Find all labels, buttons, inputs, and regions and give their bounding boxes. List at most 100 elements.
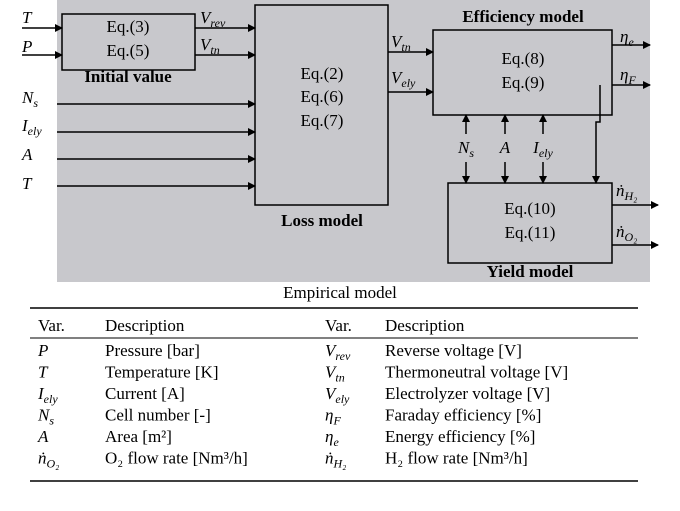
symbol-base: η	[620, 27, 628, 46]
symbol-base: ṅ	[38, 449, 47, 468]
symbol-base: I	[21, 116, 29, 135]
symbol-base: V	[325, 363, 338, 382]
symbol: P	[21, 37, 32, 56]
symbol-sub: tn	[401, 40, 410, 54]
equation: Eq.(11)	[505, 223, 556, 242]
symbol-base: P	[21, 37, 32, 56]
symbol-base: V	[391, 68, 404, 87]
symbol-sub: rev	[335, 349, 351, 363]
symbol-sub: H₂	[333, 457, 347, 471]
table-header: Description	[385, 316, 465, 335]
symbol: Vtn	[200, 35, 220, 57]
table-cell: Pressure [bar]	[105, 341, 200, 360]
block-title: Initial value	[84, 67, 172, 86]
symbol-sub: ely	[44, 392, 59, 406]
symbol-base: I	[532, 138, 540, 157]
symbol-sub: ely	[28, 124, 43, 138]
symbol-sub: e	[628, 35, 634, 49]
symbol: Vtn	[325, 363, 345, 385]
equation: Eq.(6)	[301, 87, 344, 106]
symbol: Vrev	[325, 341, 351, 363]
symbol-base: ṅ	[616, 181, 625, 200]
symbol: Vely	[325, 384, 350, 406]
symbol-sub: ely	[401, 76, 416, 90]
symbol-sub: O₂	[625, 230, 638, 244]
equation: Eq.(7)	[301, 111, 344, 130]
symbol-sub: H₂	[624, 189, 638, 203]
symbol: ηe	[325, 427, 339, 449]
symbol: ṅH₂	[616, 181, 637, 203]
symbol: Iely	[532, 138, 553, 160]
symbol-sub: s	[33, 96, 38, 110]
table-header: Description	[105, 316, 185, 335]
symbol-base: N	[457, 138, 471, 157]
symbol-base: T	[22, 174, 33, 193]
symbol-sub: s	[49, 414, 54, 428]
initial-box	[61, 13, 196, 71]
table-cell: Area [m²]	[105, 427, 172, 446]
symbol: Ns	[37, 406, 54, 428]
table-cell: O₂ flow rate [Nm³/h]	[105, 449, 248, 468]
table-cell: Energy efficiency [%]	[385, 427, 535, 446]
symbol-base: N	[37, 406, 51, 425]
symbol: Ns	[457, 138, 474, 160]
symbol: Vrev	[200, 8, 226, 30]
symbol-base: V	[200, 35, 213, 54]
block-title: Loss model	[281, 211, 363, 230]
symbol: Vtn	[391, 32, 411, 54]
symbol: T	[22, 174, 33, 193]
equation: Eq.(3)	[107, 17, 150, 36]
equation: Eq.(2)	[301, 64, 344, 83]
equation: Eq.(5)	[107, 41, 150, 60]
symbol-sub: ely	[539, 146, 554, 160]
symbol-base: η	[325, 427, 333, 446]
symbol-base: A	[21, 145, 33, 164]
yield-box	[447, 182, 613, 264]
symbol-base: η	[620, 65, 628, 84]
table-header: Var.	[325, 316, 352, 335]
equation: Eq.(8)	[502, 49, 545, 68]
symbol: T	[22, 8, 33, 27]
symbol: ηe	[620, 27, 634, 49]
equation: Eq.(10)	[504, 199, 555, 218]
symbol-sub: F	[627, 73, 636, 87]
symbol: Ns	[21, 88, 38, 110]
symbol-sub: ely	[335, 392, 350, 406]
symbol-base: T	[38, 363, 49, 382]
symbol-base: V	[325, 384, 338, 403]
symbol: ṅO₂	[38, 449, 59, 471]
symbol: ηF	[620, 65, 636, 87]
table-header: Var.	[38, 316, 65, 335]
symbol-sub: F	[332, 414, 341, 428]
symbol: A	[499, 138, 511, 157]
symbol-base: ṅ	[616, 222, 625, 241]
symbol-sub: O₂	[47, 457, 60, 471]
table-cell: Electrolyzer voltage [V]	[385, 384, 550, 403]
table-cell: Temperature [K]	[105, 363, 219, 382]
block-title: Yield model	[487, 262, 574, 281]
symbol: Iely	[21, 116, 42, 138]
symbol-sub: e	[333, 435, 339, 449]
loss-box	[254, 4, 389, 206]
symbol-base: A	[499, 138, 511, 157]
block-title: Efficiency model	[462, 7, 584, 26]
caption: Empirical model	[283, 283, 397, 302]
symbol: ηF	[325, 406, 341, 428]
symbol-sub: tn	[210, 43, 219, 57]
symbol-base: V	[325, 341, 338, 360]
symbol: ṅO₂	[616, 222, 637, 244]
efficiency-box	[432, 29, 613, 116]
symbol: P	[37, 341, 48, 360]
symbol-base: N	[21, 88, 35, 107]
symbol: ṅH₂	[325, 449, 346, 471]
symbol: T	[38, 363, 49, 382]
symbol-base: V	[200, 8, 213, 27]
table-cell: Reverse voltage [V]	[385, 341, 522, 360]
table-cell: Faraday efficiency [%]	[385, 406, 541, 425]
wires	[22, 24, 659, 249]
symbol-sub: rev	[210, 16, 226, 30]
symbol-base: ṅ	[325, 449, 334, 468]
symbol-base: P	[37, 341, 48, 360]
symbol: A	[37, 427, 49, 446]
